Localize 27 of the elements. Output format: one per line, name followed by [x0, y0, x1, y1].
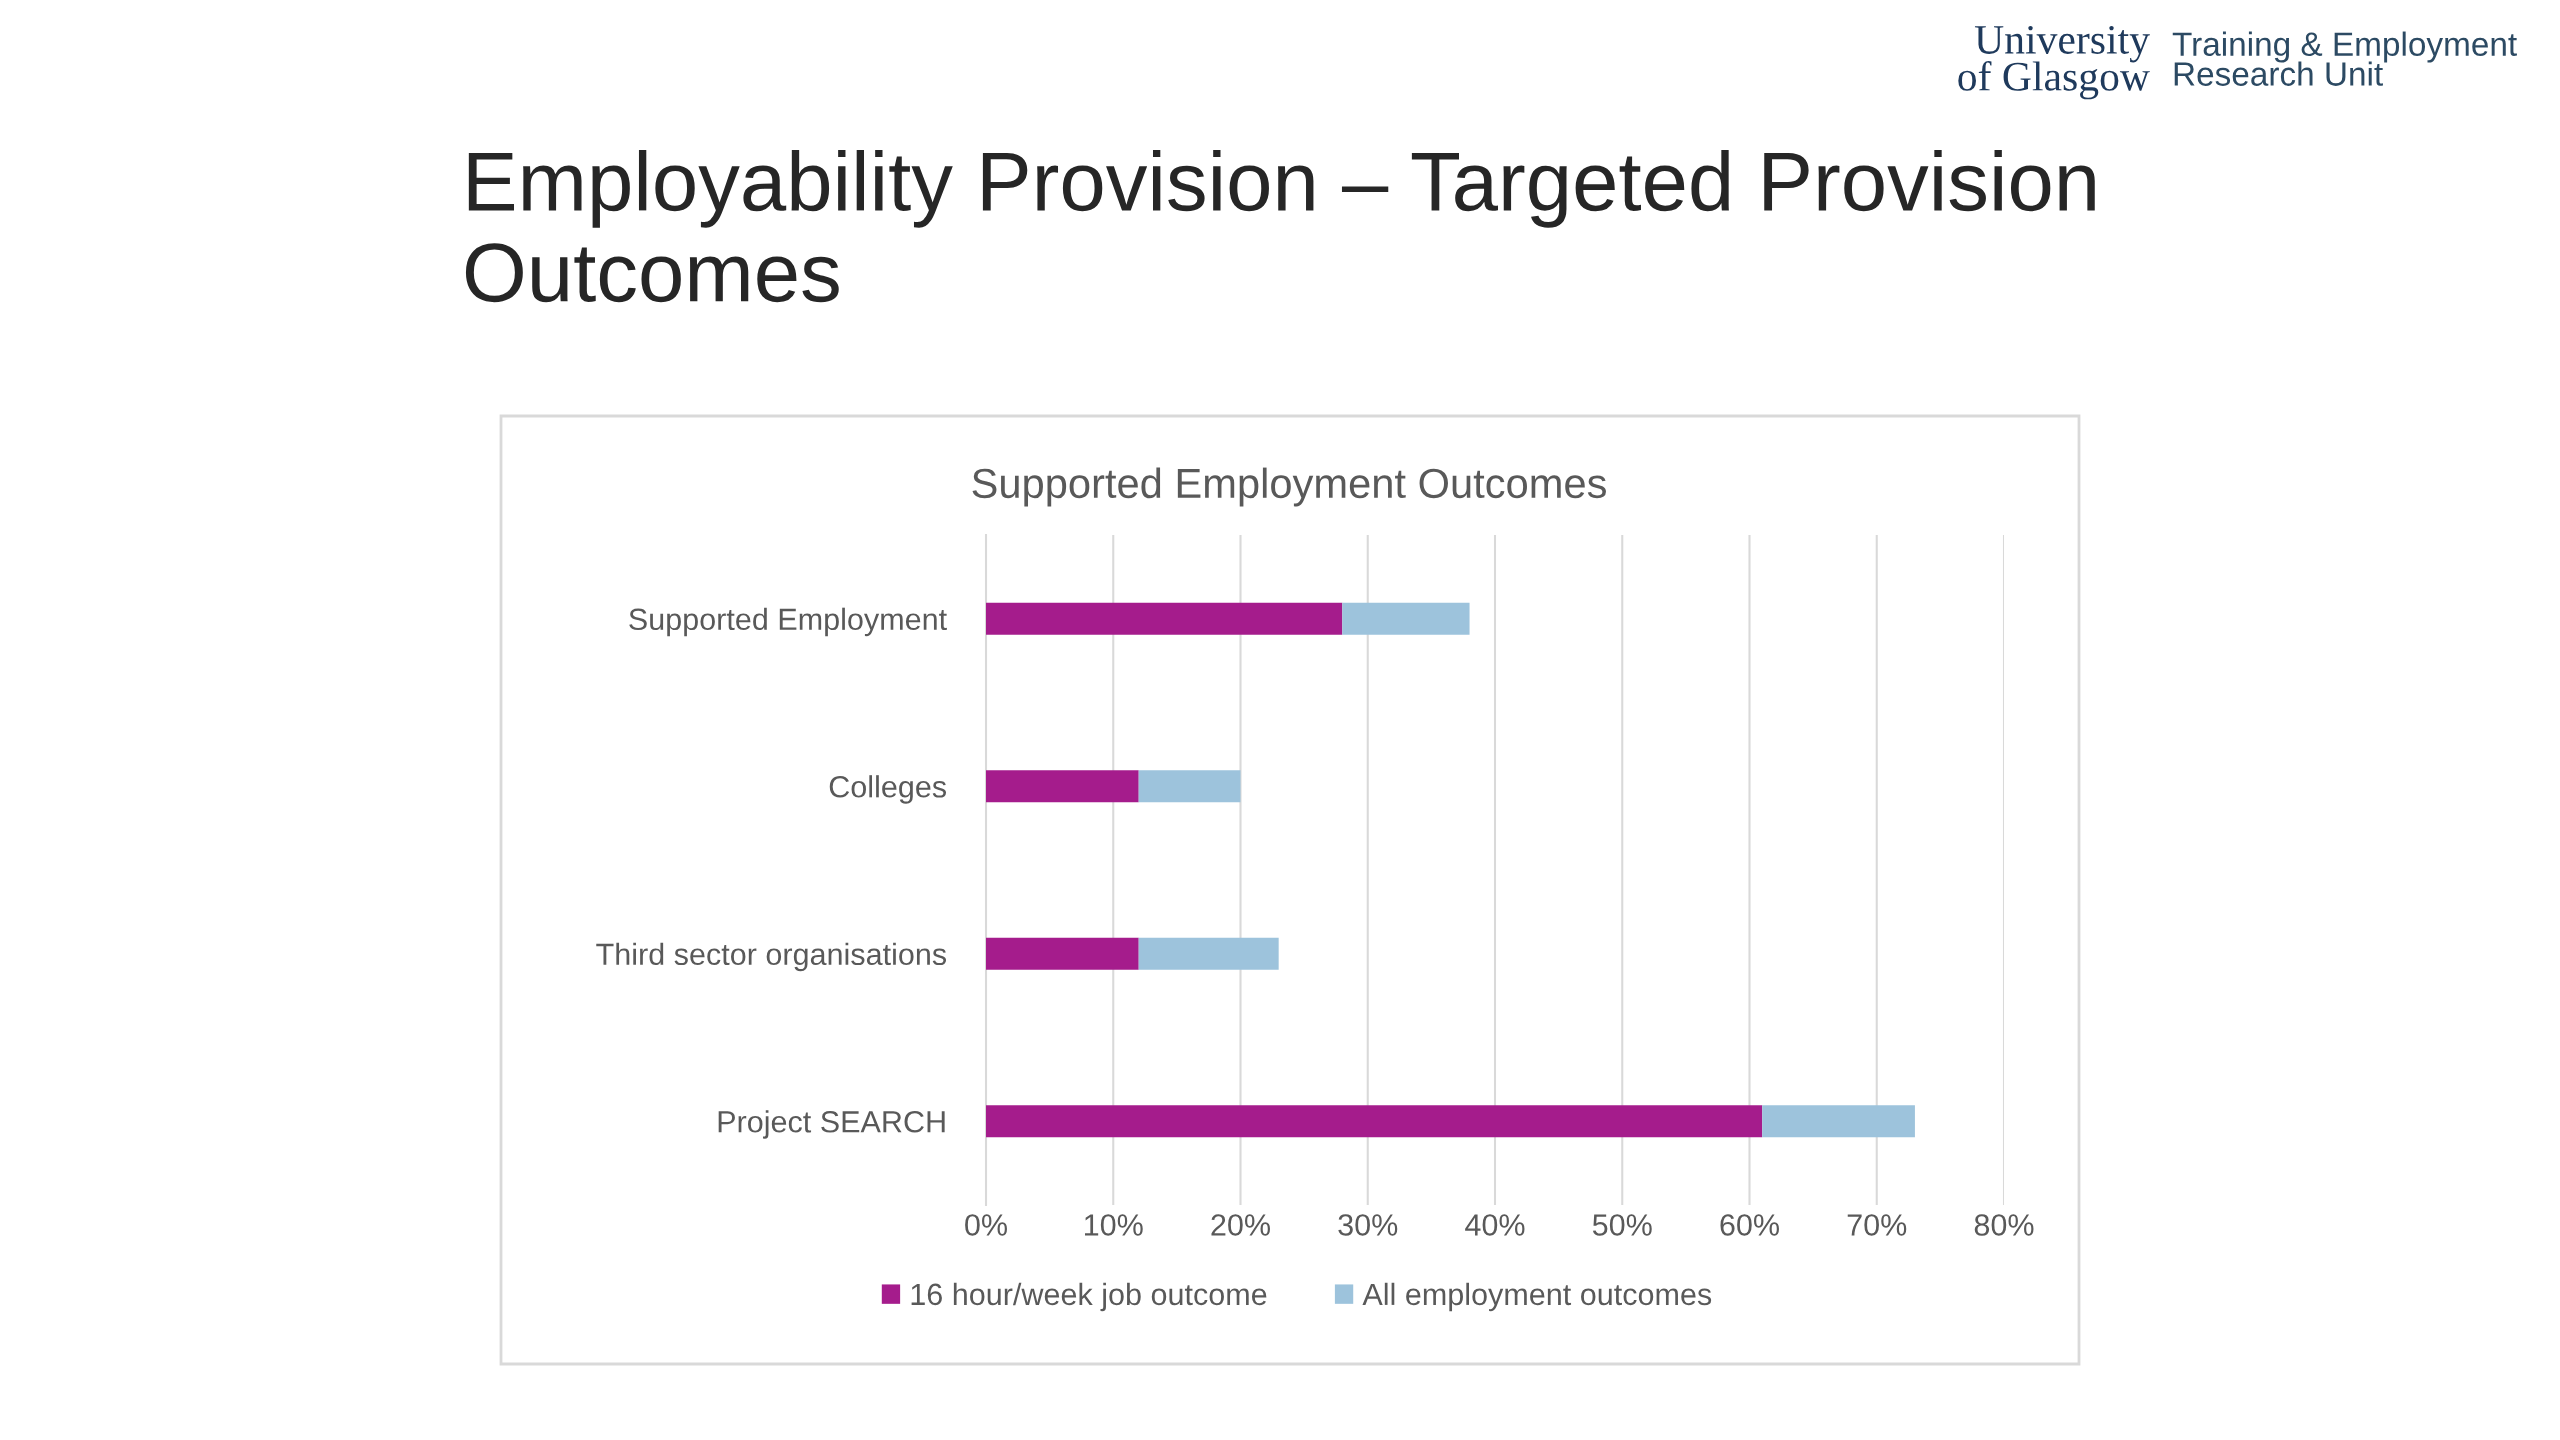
bar [986, 770, 1139, 803]
bar [1762, 1105, 1915, 1138]
y-tick-label: Project SEARCH [718, 1110, 945, 1139]
x-tick-label: 60% [1720, 1214, 1779, 1236]
x-tick-label: 0% [965, 1214, 1007, 1236]
bar [986, 1105, 1763, 1138]
bar [986, 602, 1343, 635]
x-tick-label: 20% [1211, 1214, 1270, 1236]
chart-title: Employability Provision – Targeted Provision Outcomes [465, 150, 2095, 303]
y-tick-label: Colleges [829, 775, 947, 804]
x-tick-label: 10% [1085, 1214, 1143, 1236]
x-tick-label: 70% [1847, 1214, 1907, 1236]
bar [986, 937, 1139, 970]
text: University of Glasgow [1958, 25, 2150, 100]
x-tick-label: 50% [1592, 1214, 1652, 1236]
text: Training & Employment Research Unit [2172, 31, 2517, 86]
x-tick-label: 80% [1974, 1214, 2034, 1236]
legend-label: 16 hour/week job outcome [911, 1282, 1267, 1312]
bar [1138, 770, 1241, 803]
legend-label: All employment outcomes [1362, 1282, 1712, 1312]
x-tick-label: 30% [1338, 1214, 1398, 1236]
bar [1342, 602, 1470, 635]
bar [1138, 937, 1279, 970]
y-tick-label: Supported Employment [629, 607, 947, 637]
x-tick-label: 40% [1465, 1214, 1525, 1236]
y-tick-label: Third sector organisations [596, 942, 947, 972]
chart-subtitle: Supported Employment Outcomes [972, 467, 1606, 507]
